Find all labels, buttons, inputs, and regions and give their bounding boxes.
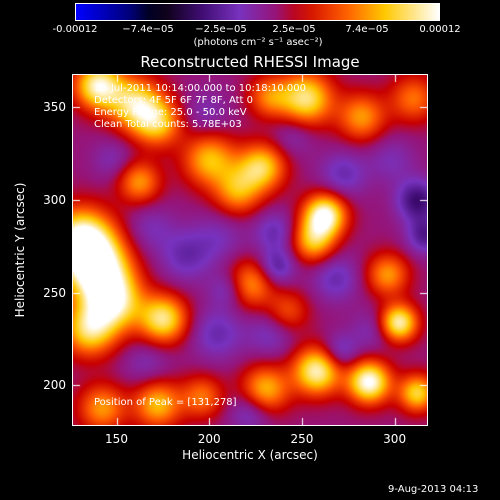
x-tick-label: 200 xyxy=(197,432,221,446)
colorbar-tick: −2.5e−05 xyxy=(195,24,247,35)
chart-title: Reconstructed RHESSI Image xyxy=(140,53,360,71)
peak-position-label: Position of Peak = [131,278] xyxy=(94,397,237,408)
colorbar-tick: 7.4e−05 xyxy=(345,24,389,35)
x-tick-label: 300 xyxy=(383,432,407,446)
heatmap-image xyxy=(72,74,428,426)
info-time-range: 19-Jul-2011 10:14:00.000 to 10:18:10.000 xyxy=(94,83,306,94)
info-energy-range: Energy Range: 25.0 - 50.0 keV xyxy=(94,107,247,118)
y-tick-label: 350 xyxy=(43,100,66,115)
y-axis-label: Heliocentric Y (arcsec) xyxy=(13,182,27,318)
y-tick-label: 300 xyxy=(43,192,66,207)
colorbar-tick: 2.5e−05 xyxy=(272,24,316,35)
colorbar-tick: -0.00012 xyxy=(52,24,98,35)
plot-area: 19-Jul-2011 10:14:00.000 to 10:18:10.000… xyxy=(72,74,428,426)
colorbar xyxy=(75,3,440,21)
y-tick-label: 250 xyxy=(43,285,66,300)
colorbar-tick: −7.4e−05 xyxy=(122,24,174,35)
info-detectors: Detectors: 4F 5F 6F 7F 8F, Att 0 xyxy=(94,95,254,106)
y-tick-label: 200 xyxy=(43,378,66,393)
x-tick-label: 150 xyxy=(105,432,128,446)
x-axis-label: Heliocentric X (arcsec) xyxy=(182,448,318,462)
x-tick-label: 250 xyxy=(290,432,314,446)
timestamp: 9-Aug-2013 04:13 xyxy=(388,484,479,495)
colorbar-unit: (photons cm⁻² s⁻¹ asec⁻²) xyxy=(193,37,323,48)
info-total-counts: Clean Total counts: 5.78E+03 xyxy=(94,119,242,130)
colorbar-tick: 0.00012 xyxy=(419,24,461,35)
